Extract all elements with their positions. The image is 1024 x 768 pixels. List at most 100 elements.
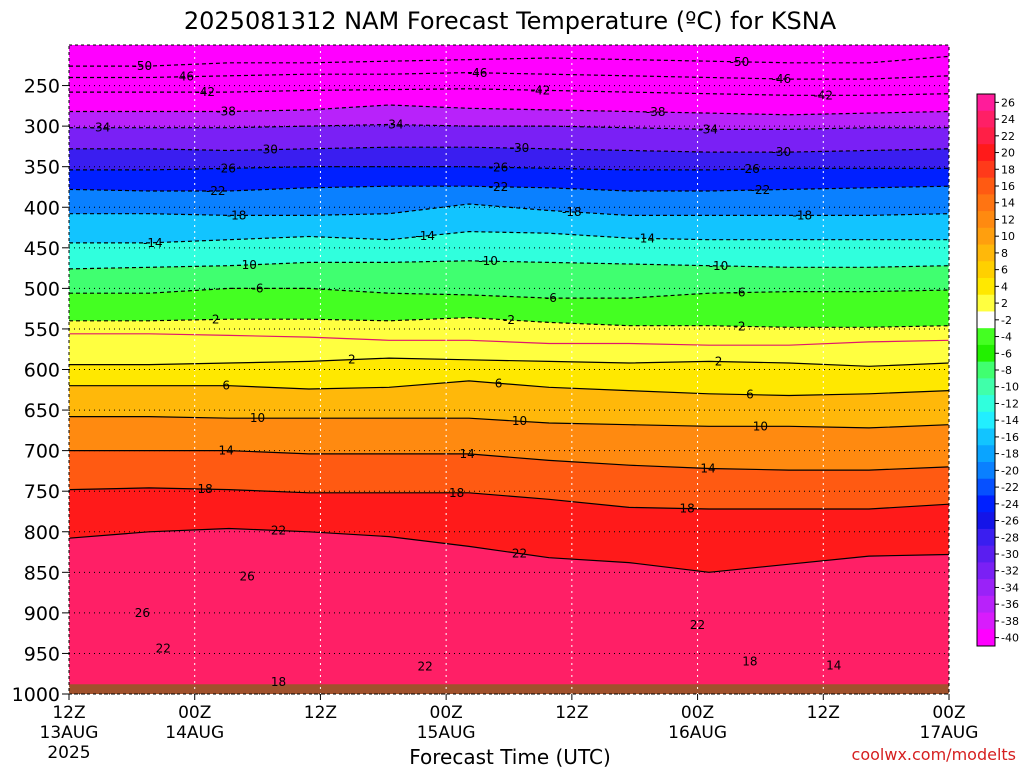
- contour-label: -42: [531, 83, 551, 97]
- contour-label: -46: [468, 66, 488, 80]
- contour-label: -50: [133, 59, 153, 73]
- contour-line: [68, 527, 950, 573]
- x-tick-date: 14AUG: [165, 723, 224, 743]
- contour-label: 22: [271, 524, 286, 538]
- colorbar-swatch: [977, 344, 995, 363]
- contour-line: [69, 380, 950, 397]
- colorbar-swatch: [977, 127, 995, 145]
- contour-label: -18: [227, 208, 247, 222]
- contour-label: 18: [198, 482, 213, 496]
- colorbar-label: -14: [1001, 414, 1019, 427]
- contour-line: [69, 450, 950, 471]
- y-tick-label: 650: [24, 400, 60, 422]
- colorbar-swatch: [977, 244, 995, 262]
- colorbar-swatch: [977, 528, 995, 547]
- colorbar-swatch: [977, 562, 995, 580]
- y-tick-label: 400: [24, 197, 60, 219]
- y-tick-label: 350: [24, 157, 60, 179]
- contour-label: 2: [348, 353, 356, 367]
- x-tick-year: 2025: [47, 743, 90, 763]
- y-tick-label: 1000: [12, 684, 60, 706]
- colorbar-swatch: [977, 94, 995, 112]
- y-tick-label: 700: [24, 441, 60, 463]
- contour-label: -46: [772, 72, 792, 86]
- colorbar-swatch: [977, 579, 995, 597]
- contour-label: -10: [478, 254, 498, 268]
- contour-label: 22: [418, 659, 433, 673]
- contour-label: -34: [698, 122, 718, 136]
- colorbar-label: 6: [1001, 264, 1008, 277]
- contour-label: 10: [250, 411, 265, 425]
- colorbar-swatch: [977, 612, 995, 630]
- colorbar-swatch: [977, 629, 995, 647]
- y-tick-label: 250: [24, 76, 60, 98]
- contour-label: 2: [212, 312, 220, 326]
- x-tick-date: 15AUG: [417, 723, 476, 743]
- x-tick-date: 13AUG: [40, 723, 99, 743]
- colorbar-label: -10: [1001, 381, 1019, 394]
- contour-label: -22: [489, 180, 509, 194]
- contour-label: -6: [252, 281, 264, 295]
- contour-label: -2: [733, 319, 745, 333]
- contour-label: -14: [635, 231, 655, 245]
- colorbar-swatch: [977, 227, 995, 246]
- contour-label: -38: [646, 105, 666, 119]
- x-tick-label: 00Z: [681, 703, 714, 723]
- contour-label: -26: [216, 161, 236, 175]
- colorbar-label: 10: [1001, 230, 1015, 243]
- contour-label: -10: [237, 258, 257, 272]
- colorbar-label: 2: [1001, 297, 1008, 310]
- contour-label: 2: [715, 355, 723, 369]
- contour-label: 10: [753, 419, 768, 433]
- colorbar-label: 12: [1001, 213, 1015, 226]
- y-tick-label: 950: [24, 643, 60, 665]
- contour-label: 26: [135, 606, 150, 620]
- colorbar-swatch: [977, 278, 995, 296]
- colorbar-swatch: [977, 512, 995, 530]
- colorbar-label: -26: [1001, 515, 1019, 528]
- y-tick-label: 450: [24, 238, 60, 260]
- colorbar-swatch: [977, 462, 995, 480]
- colorbar-swatch: [977, 110, 995, 128]
- x-tick-label: 00Z: [932, 703, 965, 723]
- colorbar-label: 26: [1001, 96, 1015, 109]
- y-tick-label: 800: [24, 522, 60, 544]
- contour-label: -30: [510, 141, 530, 155]
- colorbar-swatch: [977, 378, 995, 396]
- colorbar-label: 16: [1001, 180, 1015, 193]
- contour-label: -30: [772, 145, 792, 159]
- colorbar-label: -38: [1001, 615, 1019, 628]
- contour-label: 6: [746, 388, 754, 402]
- colorbar-swatch: [977, 428, 995, 446]
- x-axis-label: Forecast Time (UTC): [409, 745, 611, 768]
- colorbar-label: -28: [1001, 531, 1019, 544]
- y-tick-label: 500: [24, 278, 60, 300]
- colorbar-label: -22: [1001, 481, 1019, 494]
- contour-label: 14: [219, 444, 234, 458]
- colorbar-label: -20: [1001, 464, 1019, 477]
- contour-label: -42: [813, 88, 833, 102]
- colorbar-swatch: [977, 328, 995, 346]
- contour-label: 22: [690, 618, 705, 632]
- colorbar-swatch: [977, 311, 995, 329]
- contour-line: [69, 357, 950, 367]
- colorbar-label: 20: [1001, 147, 1015, 160]
- y-tick-label: 600: [24, 360, 60, 382]
- colorbar-swatch: [977, 261, 995, 279]
- colorbar-label: -40: [1001, 632, 1019, 645]
- colorbar-label: -6: [1001, 347, 1012, 360]
- contour-label: 18: [679, 502, 694, 516]
- y-tick-label: 900: [24, 603, 60, 625]
- contour-label: -14: [143, 236, 163, 250]
- contour-label: -22: [751, 183, 771, 197]
- y-tick-label: 850: [24, 562, 60, 584]
- colorbar-swatch: [977, 294, 995, 312]
- colorbar-swatch: [977, 495, 995, 513]
- y-tick-label: 300: [24, 116, 60, 138]
- contour-label: -6: [733, 286, 745, 300]
- contour-line: [69, 333, 950, 346]
- colorbar-label: -16: [1001, 431, 1019, 444]
- contour-label: 6: [495, 376, 503, 390]
- contour-label: 18: [742, 655, 757, 669]
